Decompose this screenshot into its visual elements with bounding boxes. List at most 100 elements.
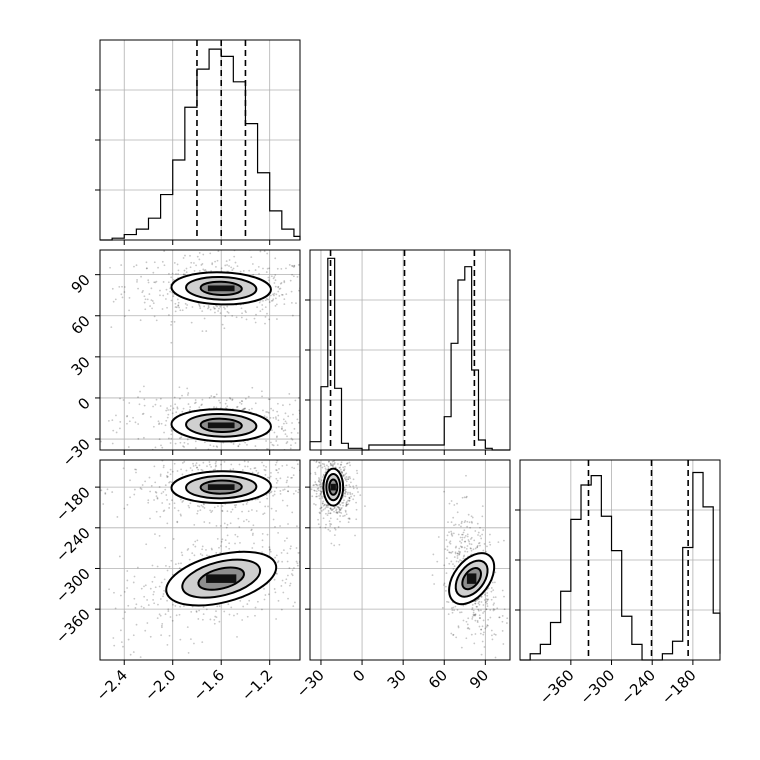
scatter-point — [464, 535, 467, 537]
scatter-point — [141, 413, 144, 416]
histogram-bin — [342, 443, 349, 450]
scatter-point — [338, 467, 341, 469]
scatter-point — [335, 508, 338, 511]
scatter-point — [344, 490, 347, 493]
scatter-point — [331, 453, 333, 455]
scatter-point — [447, 601, 450, 603]
scatter-point — [280, 281, 283, 284]
scatter-point — [275, 469, 278, 472]
scatter-point — [323, 463, 326, 466]
scatter-point — [216, 305, 219, 308]
scatter-point — [238, 443, 241, 446]
scatter-panel-p1-p2: −30 0 30 60 90 — [293, 453, 511, 701]
scatter-point — [501, 630, 504, 632]
scatter-point — [262, 300, 264, 302]
scatter-point — [326, 504, 328, 507]
scatter-point — [162, 294, 165, 297]
scatter-point — [317, 452, 319, 454]
scatter-point — [461, 545, 463, 548]
scatter-point — [306, 284, 308, 286]
scatter-point — [126, 422, 128, 425]
scatter-point — [486, 599, 489, 601]
scatter-point — [242, 408, 245, 411]
scatter-point — [480, 595, 483, 598]
scatter-point — [126, 503, 129, 506]
scatter-point — [283, 303, 286, 306]
scatter-point — [178, 306, 180, 309]
scatter-point — [171, 499, 173, 502]
scatter-point — [259, 501, 261, 504]
scatter-point — [146, 454, 148, 456]
scatter-point — [318, 477, 320, 479]
scatter-point — [277, 532, 280, 534]
scatter-point — [459, 551, 461, 553]
scatter-point — [203, 521, 206, 523]
scatter-point — [273, 276, 276, 278]
scatter-point — [307, 286, 309, 288]
scatter-point — [318, 461, 320, 464]
scatter-point — [40, 572, 42, 574]
scatter-point — [321, 462, 324, 465]
scatter-point — [289, 447, 292, 450]
scatter-point — [296, 275, 299, 278]
scatter-point — [163, 578, 166, 581]
scatter-point — [344, 465, 346, 468]
scatter-point — [317, 487, 320, 490]
scatter-point — [482, 529, 485, 531]
scatter-point — [322, 473, 325, 476]
scatter-point — [235, 406, 238, 409]
scatter-point — [366, 561, 368, 563]
scatter-point — [277, 285, 280, 288]
scatter-point — [475, 599, 478, 602]
scatter-point — [174, 306, 177, 308]
scatter-point — [220, 540, 223, 543]
scatter-point — [303, 421, 305, 423]
scatter-point — [170, 433, 173, 436]
scatter-point — [212, 445, 215, 448]
scatter-point — [325, 506, 328, 509]
scatter-point — [258, 301, 261, 304]
scatter-point — [234, 261, 237, 264]
scatter-point — [197, 468, 200, 471]
scatter-point — [168, 457, 170, 459]
scatter-point — [293, 467, 296, 470]
scatter-point — [371, 593, 373, 595]
scatter-point — [217, 505, 219, 508]
scatter-panel-p0-p2: −2.4 −2.0 −1.6 −1.2−360−300−240−180 — [40, 452, 373, 705]
scatter-point — [469, 526, 472, 529]
scatter-point — [268, 301, 271, 303]
y-tick-label: 90 — [68, 271, 94, 297]
scatter-point — [234, 533, 237, 536]
scatter-point — [279, 490, 282, 492]
scatter-point — [482, 631, 485, 634]
scatter-point — [303, 567, 305, 569]
scatter-point — [346, 493, 349, 496]
scatter-point — [338, 507, 341, 509]
scatter-point — [444, 585, 447, 588]
scatter-point — [473, 539, 476, 542]
scatter-point — [122, 399, 125, 401]
scatter-point — [201, 618, 204, 621]
scatter-point — [250, 529, 253, 532]
scatter-point — [302, 469, 304, 471]
scatter-point — [167, 413, 170, 416]
scatter-point — [174, 310, 177, 313]
scatter-point — [291, 314, 294, 317]
scatter-point — [477, 531, 480, 534]
scatter-point — [373, 416, 375, 418]
scatter-point — [281, 294, 284, 296]
scatter-point — [437, 536, 440, 538]
scatter-point — [284, 412, 287, 415]
scatter-point — [306, 548, 308, 550]
scatter-point — [158, 438, 161, 441]
scatter-point — [150, 299, 153, 302]
scatter-point — [148, 476, 151, 479]
scatter-point — [134, 468, 136, 471]
scatter-point — [245, 311, 247, 314]
scatter-point — [304, 469, 306, 471]
scatter-point — [458, 553, 461, 556]
scatter-point — [198, 406, 201, 409]
scatter-point — [261, 551, 263, 554]
scatter-point — [336, 505, 339, 508]
scatter-point — [474, 602, 477, 605]
